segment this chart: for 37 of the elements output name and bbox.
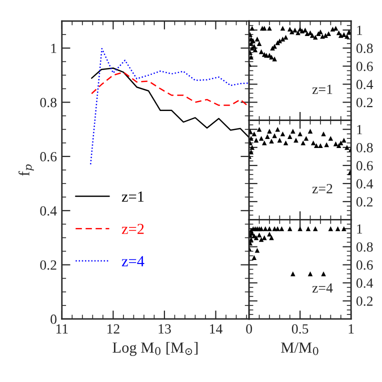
x-tick-label: 14 (210, 324, 222, 334)
y-tick-label: 0.4 (356, 179, 374, 189)
y-tick-label: 0.4 (356, 80, 374, 90)
y-tick-label: 1 (357, 26, 362, 35)
annotation: z=2 (312, 184, 332, 194)
y-tick-label: 0.4 (356, 278, 374, 288)
y-tick-label: 0.2 (356, 98, 373, 108)
y-tick-label: 0.6 (40, 152, 57, 162)
y-tick-label: 0.8 (356, 44, 373, 54)
annotation: z=4 (312, 283, 333, 293)
y-tick-label: 0.2 (356, 197, 373, 207)
y-tick-label: 0.2 (356, 296, 373, 306)
y-tick-label: 0.8 (356, 143, 373, 152)
x-tick-label: 11 (56, 324, 68, 334)
y-tick-label: 1 (357, 125, 362, 134)
y-tick-label: 0.6 (356, 62, 373, 72)
x-tick-label: 13 (158, 324, 171, 334)
y-axis-title: f$_{p}$ (18, 164, 34, 176)
y-tick-label: 0.2 (40, 260, 56, 270)
x-axis-title: Log M$_{0}$ [M$_{⊙}$] (112, 342, 198, 356)
x-tick-label: 1 (348, 324, 354, 334)
legend-label: z=4 (122, 256, 144, 266)
x-axis-title: M/M$_{0}$ (281, 342, 318, 356)
x-tick-label: 0 (246, 324, 252, 334)
x-tick-label: 0.5 (292, 324, 308, 334)
y-tick-label: 1 (51, 44, 56, 53)
y-tick-label: 0.6 (356, 161, 373, 170)
y-tick-label: 0.6 (356, 260, 373, 270)
x-tick-label: 12 (107, 324, 120, 334)
y-tick-label: 1 (357, 224, 362, 234)
y-tick-label: 0.4 (40, 206, 57, 216)
y-tick-label: 0.8 (40, 98, 56, 108)
legend-label: z=1 (122, 192, 144, 202)
y-tick-label: 0.8 (356, 242, 373, 252)
legend-label: z=2 (122, 224, 144, 234)
annotation: z=1 (312, 84, 332, 94)
y-tick-label: 0 (50, 314, 56, 324)
